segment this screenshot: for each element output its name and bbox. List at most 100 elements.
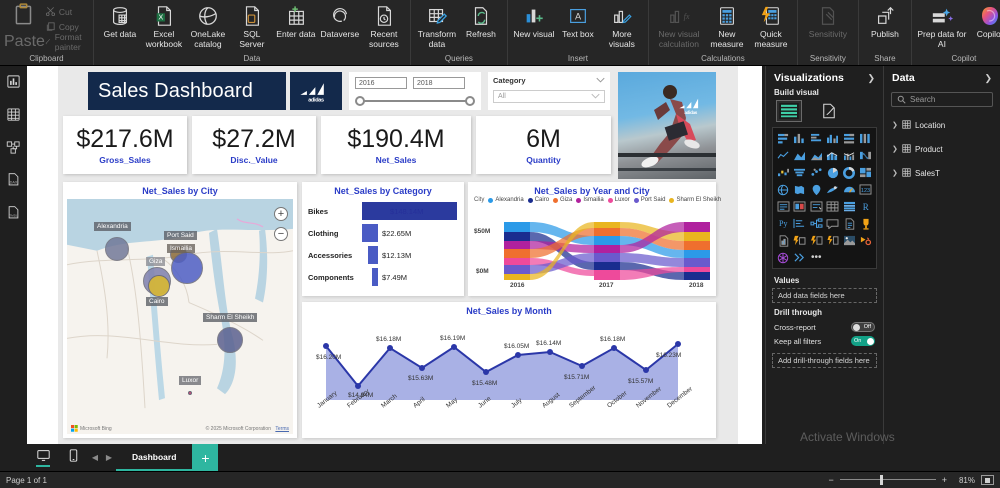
scatter-chart-icon[interactable] <box>808 165 825 180</box>
line-stacked-column-icon[interactable] <box>825 148 842 163</box>
shape-map-icon[interactable] <box>808 182 825 197</box>
chevrons-icon[interactable] <box>792 250 809 265</box>
card-icon[interactable] <box>775 199 792 214</box>
donut-chart-icon[interactable] <box>841 165 858 180</box>
new-measure-button[interactable]: New measure <box>705 2 749 51</box>
sidebar-item-tmdl-view[interactable]: TMDL <box>3 206 25 226</box>
stacked-bar-chart-icon[interactable] <box>775 131 792 146</box>
area-chart-icon[interactable] <box>792 148 809 163</box>
map-icon[interactable] <box>775 182 792 197</box>
year-slider-track[interactable] <box>355 96 475 106</box>
map-terms-link[interactable]: Terms <box>275 426 289 432</box>
copilot-button[interactable]: Copilot <box>968 2 1000 42</box>
zoom-in-button[interactable]: + <box>941 475 947 485</box>
narrative-icon[interactable] <box>841 216 858 231</box>
year-to-input[interactable]: 2018 <box>413 77 465 89</box>
bar-row-accessories[interactable]: Accessories $12.13M <box>308 246 460 264</box>
year-range-slicer[interactable]: 2016 2018 <box>349 72 481 110</box>
kpi-card-quantity[interactable]: 6M Quantity <box>476 116 611 174</box>
line-clustered-column-icon[interactable] <box>841 148 858 163</box>
more-options-icon[interactable]: ••• <box>810 251 822 263</box>
denodo-icon[interactable] <box>775 250 792 265</box>
legend-item-sharm-el-sheikh[interactable]: Sharm El Sheikh <box>669 197 721 203</box>
key-influencers-icon[interactable] <box>792 216 809 231</box>
legend-item-alexandria[interactable]: Alexandria <box>488 197 524 203</box>
stacked-area-chart-icon[interactable] <box>808 148 825 163</box>
sidebar-item-model-view[interactable] <box>3 140 25 160</box>
chevron-right-icon[interactable]: ❯ <box>892 146 898 153</box>
legend-item-port-said[interactable]: Port Said <box>633 197 665 203</box>
slider-handle-min[interactable] <box>355 96 365 106</box>
chevron-right-icon[interactable]: ❯ <box>892 170 898 177</box>
power-apps-icon[interactable] <box>792 233 809 248</box>
slicer-icon[interactable] <box>808 199 825 214</box>
refresh-button[interactable]: Refresh <box>459 2 503 42</box>
data-table-salest[interactable]: ❯ SalesT <box>884 161 1000 185</box>
add-page-button[interactable]: + <box>192 444 219 471</box>
values-well[interactable]: Add data fields here <box>772 288 877 303</box>
map-bubble-luxor[interactable] <box>188 391 192 395</box>
prep-data-for-ai-button[interactable]: Prep data for AI <box>916 2 968 51</box>
prev-page-button[interactable]: ◀ <box>91 453 99 462</box>
clustered-bar-chart-icon[interactable] <box>808 131 825 146</box>
map-visual[interactable]: Net_Sales by City <box>63 182 297 438</box>
more-visuals-button[interactable]: More visuals <box>600 2 644 51</box>
keep-all-filters-toggle[interactable]: On <box>851 336 875 346</box>
image-icon[interactable] <box>841 233 858 248</box>
desktop-layout-button[interactable] <box>28 444 58 471</box>
filled-map-icon[interactable] <box>792 182 809 197</box>
pie-chart-icon[interactable] <box>825 165 842 180</box>
stacked-column-chart-icon[interactable] <box>792 131 809 146</box>
build-visual-tab[interactable] <box>776 100 802 122</box>
format-painter-button[interactable]: Format painter <box>45 32 89 52</box>
sidebar-item-report-view[interactable] <box>3 74 25 94</box>
sensitivity-button[interactable]: Sensitivity <box>802 2 854 42</box>
bar-row-bikes[interactable]: Bikes $148.14M <box>308 202 460 220</box>
next-page-button[interactable]: ▶ <box>105 453 113 462</box>
year-from-input[interactable]: 2016 <box>355 77 407 89</box>
dataverse-button[interactable]: Dataverse <box>318 2 362 42</box>
map-bubble-alexandria[interactable] <box>105 237 129 261</box>
chevron-down-icon[interactable] <box>596 76 605 85</box>
legend-item-giza[interactable]: Giza <box>553 197 572 203</box>
copy-button[interactable]: Copy <box>45 19 89 34</box>
drill-through-well[interactable]: Add drill-through fields here <box>772 353 877 368</box>
text-box-button[interactable]: A Text box <box>556 2 600 42</box>
table-icon[interactable] <box>825 199 842 214</box>
kpi-icon[interactable]: 123 <box>858 182 875 197</box>
gauge-chart-icon[interactable] <box>841 182 858 197</box>
chevron-right-icon[interactable]: ❯ <box>867 72 875 83</box>
legend-item-ismailia[interactable]: Ismailia <box>576 197 604 203</box>
slider-handle-max[interactable] <box>465 96 475 106</box>
playaxis-icon[interactable] <box>858 233 875 248</box>
legend-item-cairo[interactable]: Cairo <box>527 197 549 203</box>
map-bubble-sharm-el-sheikh[interactable] <box>217 327 243 353</box>
bar-row-clothing[interactable]: Clothing $22.65M <box>308 224 460 242</box>
data-table-product[interactable]: ❯ Product <box>884 137 1000 161</box>
map-bubble-ismailia[interactable] <box>171 252 203 284</box>
new-visual-calculation-button[interactable]: fx New visual calculation <box>653 2 705 51</box>
ribbon-chart[interactable]: Net_Sales by Year and City City Alexandr… <box>468 182 721 296</box>
python-visual-icon[interactable]: Py <box>779 219 788 228</box>
page-tab-dashboard[interactable]: Dashboard <box>116 444 193 471</box>
recent-sources-button[interactable]: Recent sources <box>362 2 406 51</box>
kpi-card-disc-value[interactable]: $27.2M Disc._Value <box>192 116 316 174</box>
chevron-right-icon[interactable]: ❯ <box>984 72 992 83</box>
category-slicer[interactable]: Category All <box>488 72 610 110</box>
excel-workbook-button[interactable]: X Excel workbook <box>142 2 186 51</box>
report-canvas[interactable]: Sales Dashboard adidas 2016 2018 <box>27 66 762 444</box>
legend-item-luxor[interactable]: Luxor <box>607 197 630 203</box>
line-chart-icon[interactable] <box>775 148 792 163</box>
clustered-column-chart-icon[interactable] <box>825 131 842 146</box>
power-automate-icon[interactable] <box>808 233 825 248</box>
bar-row-components[interactable]: Components $7.49M <box>308 268 460 286</box>
data-search-input[interactable]: Search <box>891 92 993 107</box>
month-area-chart[interactable]: Net_Sales by Month $16.20M $14.84M $16.1… <box>302 302 716 438</box>
azure-map-icon[interactable] <box>825 182 842 197</box>
cut-button[interactable]: Cut <box>45 4 89 19</box>
chevron-right-icon[interactable]: ❯ <box>892 122 898 129</box>
map-zoom-out-button[interactable]: − <box>274 227 288 241</box>
onelake-catalog-button[interactable]: OneLake catalog <box>186 2 230 51</box>
smart-narrative-icon[interactable] <box>825 233 842 248</box>
format-visual-tab[interactable] <box>816 100 842 122</box>
